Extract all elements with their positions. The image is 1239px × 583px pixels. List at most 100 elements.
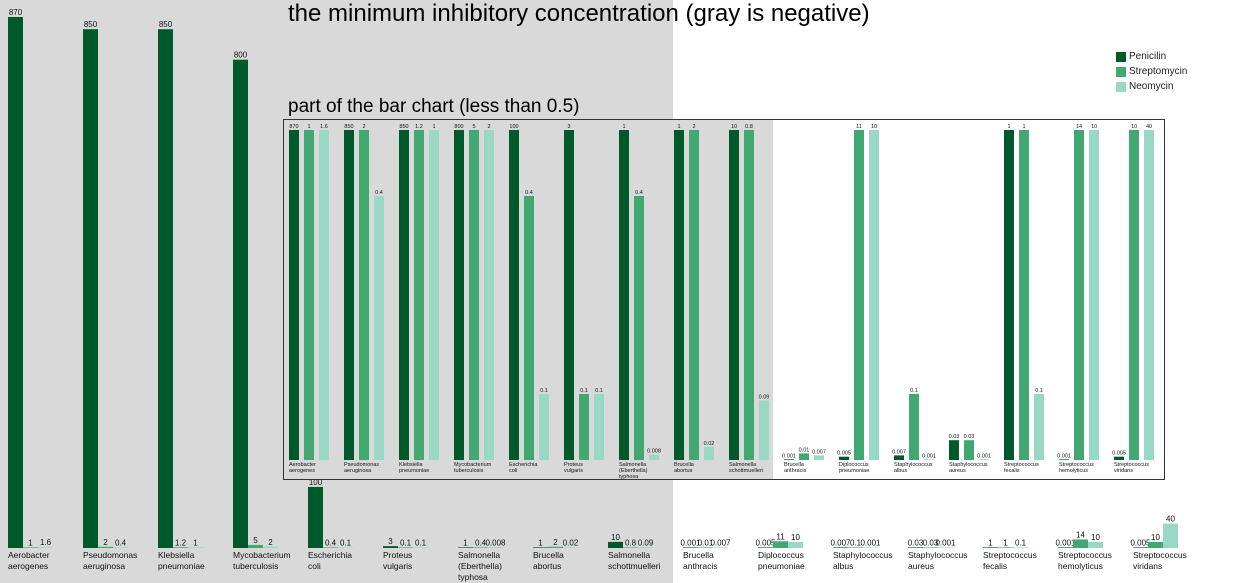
category-label: pneumoniae [758, 561, 805, 571]
bar-penicilin-aerobacter-aerogenes [8, 17, 23, 548]
bar-streptomycin-diplococcus-pneumoniae [773, 541, 788, 548]
bar-penicilin-salmonella-eberthella-typhosa [458, 547, 473, 548]
inset-data-label: 0.03 [949, 434, 960, 440]
bar-penicilin-brucella-anthracis [683, 547, 698, 548]
bar-streptomycin-staphylococcus-aureus [923, 547, 938, 548]
data-label: 0.1 [1015, 538, 1027, 547]
legend-swatch [1116, 81, 1126, 92]
inset-bar-penicilin-streptococcus-viridans [1114, 456, 1124, 460]
inset-data-label: 1 [1022, 124, 1025, 130]
data-label: 14 [1076, 530, 1085, 539]
legend-item-penicilin: Penicilin [1116, 49, 1187, 64]
inset-data-label: 10 [731, 124, 737, 130]
inset-data-label: 0.007 [812, 449, 826, 455]
data-label: 870 [9, 8, 23, 17]
data-label: 10 [1091, 533, 1100, 542]
bar-streptomycin-brucella-abortus [548, 546, 563, 548]
data-label: 0.4 [115, 538, 127, 547]
bar-penicilin-escherichia-coli [308, 486, 323, 548]
inset-bar-streptomycin-brucella-abortus [689, 130, 699, 460]
inset-category-label: Escherichia [509, 462, 538, 468]
inset-data-label: 0.001 [1057, 453, 1071, 459]
inset-data-label: 0.008 [647, 449, 661, 455]
bar-streptomycin-streptococcus-fecalis [998, 547, 1013, 548]
inset-data-label: 1 [307, 124, 310, 130]
inset-bar-penicilin-brucella-anthracis [784, 459, 794, 460]
bar-neomycin-brucella-anthracis [713, 547, 728, 548]
bar-neomycin-streptococcus-fecalis [1013, 547, 1028, 548]
inset-data-label: 0.001 [782, 453, 796, 459]
inset-bar-penicilin-streptococcus-hemolyticus [1059, 459, 1069, 460]
inset-bar-streptomycin-staphylococcus-albus [909, 394, 919, 460]
inset-data-label: 0.1 [1035, 388, 1043, 394]
bar-penicilin-streptococcus-hemolyticus [1058, 547, 1073, 548]
inset-category-label: schottmuelleri [729, 468, 763, 474]
inset-category-label: Proteus [564, 462, 583, 468]
data-label: 5 [253, 536, 258, 545]
inset-category-label: aeruginosa [344, 468, 372, 474]
data-label: 0.005 [1130, 538, 1151, 547]
bar-neomycin-streptococcus-viridans [1163, 523, 1178, 548]
inset-category-label: aureus [949, 468, 966, 474]
inset-category-label: Diplococcus [839, 462, 869, 468]
inset-data-label: 0.1 [580, 388, 588, 394]
bar-streptomycin-brucella-anthracis [698, 547, 713, 548]
category-label: vulgaris [383, 561, 412, 571]
bar-penicilin-staphylococcus-albus [833, 547, 848, 548]
inset-data-label: 0.1 [910, 388, 918, 394]
bar-streptomycin-staphylococcus-albus [848, 547, 863, 548]
inset-bar-streptomycin-brucella-anthracis [799, 453, 809, 460]
bar-streptomycin-proteus-vulgaris [398, 547, 413, 548]
category-label: fecalis [983, 561, 1007, 571]
inset-category-label: (Eberthella) [619, 468, 648, 474]
data-label: 0.4 [325, 538, 337, 547]
inset-category-label: Brucella [674, 462, 695, 468]
bar-penicilin-proteus-vulgaris [383, 546, 398, 548]
legend-label: Penicilin [1129, 51, 1167, 62]
inset-bar-neomycin-salmonella-eberthella-typhosa [649, 454, 659, 460]
bar-streptomycin-aerobacter-aerogenes [23, 547, 38, 548]
inset-category-label: Salmonella [729, 462, 757, 468]
data-label: 850 [159, 20, 173, 29]
inset-data-label: 0.02 [704, 441, 715, 447]
data-label: 0.01 [698, 538, 714, 547]
data-label: 3 [388, 537, 393, 546]
inset-bar-neomycin-streptococcus-fecalis [1034, 394, 1044, 460]
inset-bar-penicilin-diplococcus-pneumoniae [839, 456, 849, 460]
inset-bar-streptomycin-mycobacterium-tuberculosis [469, 130, 479, 460]
bar-neomycin-staphylococcus-aureus [938, 547, 953, 548]
category-label: aerogenes [8, 561, 48, 571]
category-label: Streptococcus [983, 550, 1037, 560]
inset-data-label: 2 [692, 124, 695, 130]
bar-neomycin-salmonella-schottmuelleri [638, 547, 653, 548]
inset-data-label: 2 [362, 124, 365, 130]
category-label: Salmonella [458, 550, 500, 560]
inset-bar-neomycin-escherichia-coli [539, 394, 549, 460]
bar-penicilin-streptococcus-fecalis [983, 547, 998, 548]
inset-data-label: 10 [1091, 124, 1097, 130]
inset-data-label: 14 [1076, 124, 1082, 130]
category-label: typhosa [458, 572, 488, 582]
inset-data-label: 0.005 [1112, 451, 1126, 457]
bar-neomycin-escherichia-coli [338, 547, 353, 548]
inset-bar-penicilin-salmonella-schottmuelleri [729, 130, 739, 460]
inset-bar-neomycin-aerobacter-aerogenes [319, 130, 329, 460]
inset-title: part of the bar chart (less than 0.5) [288, 96, 580, 117]
bar-streptomycin-mycobacterium-tuberculosis [248, 544, 263, 548]
category-label: schottmuelleri [608, 561, 661, 571]
data-label: 10 [1151, 533, 1160, 542]
data-label: 0.001 [1055, 538, 1076, 547]
data-label: 0.008 [485, 538, 506, 547]
data-label: 1 [538, 538, 543, 547]
inset-category-label: typhosa [619, 474, 639, 480]
category-label: Streptococcus [1058, 550, 1112, 560]
category-label: abortus [533, 561, 561, 571]
inset-bar-streptomycin-klebsiella-pneumoniae [414, 130, 424, 460]
category-label: viridans [1133, 561, 1162, 571]
bar-neomycin-streptococcus-hemolyticus [1088, 541, 1103, 548]
data-label: 0.001 [860, 538, 881, 547]
inset-bar-streptomycin-diplococcus-pneumoniae [854, 130, 864, 460]
chart-title: the minimum inhibitory concentration (gr… [288, 0, 870, 27]
legend-item-neomycin: Neomycin [1116, 79, 1187, 94]
